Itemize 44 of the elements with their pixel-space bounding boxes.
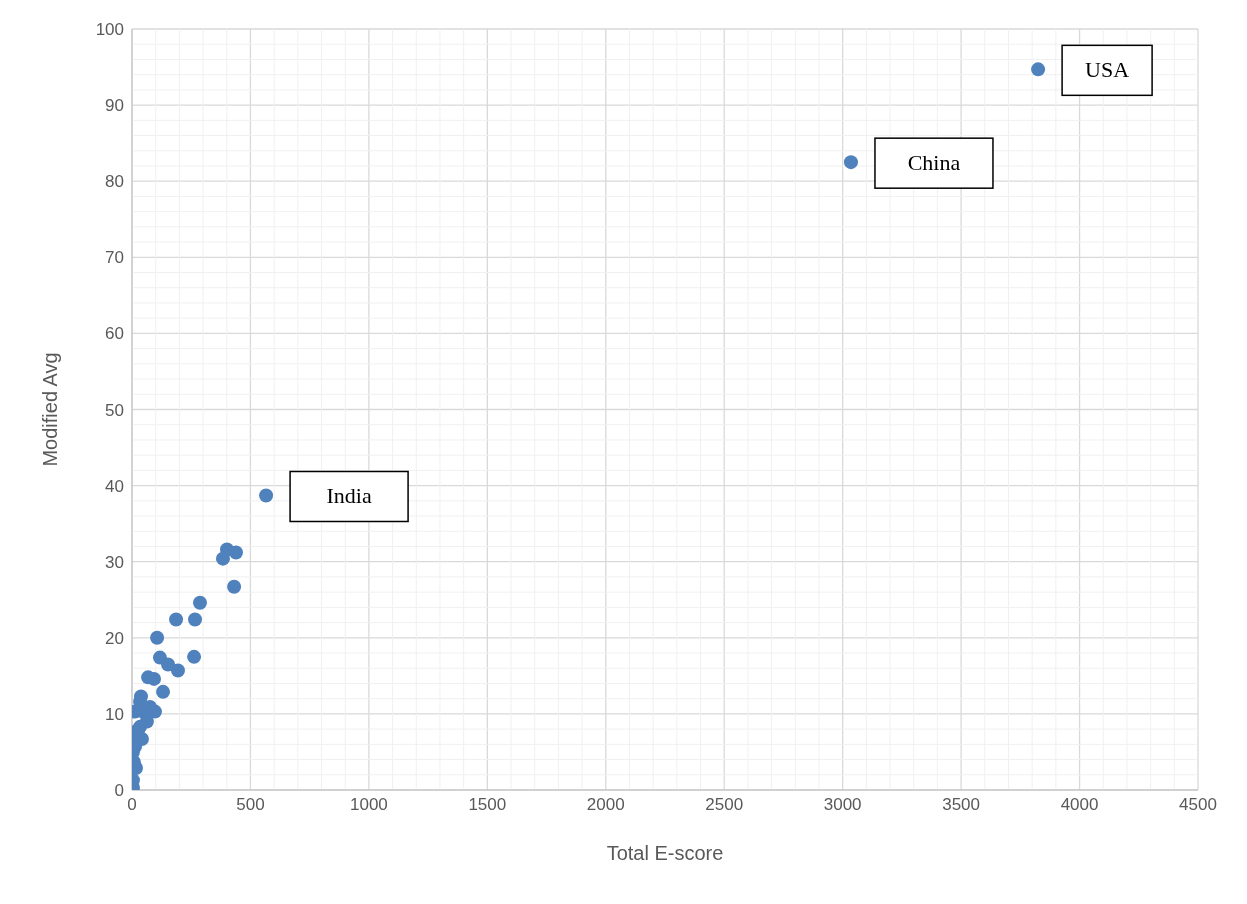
x-tick-label: 4000 — [1060, 795, 1099, 815]
x-tick-label: 500 — [236, 795, 265, 815]
point — [188, 612, 203, 627]
point — [156, 684, 171, 699]
x-tick-label: 0 — [127, 795, 137, 815]
y-tick-label: 0 — [114, 781, 124, 801]
x-tick-label: 2500 — [705, 795, 744, 815]
point — [192, 595, 207, 610]
point — [227, 579, 242, 594]
y-axis-title: Modified Avg — [39, 352, 62, 467]
x-tick-label: 4500 — [1179, 795, 1217, 815]
y-tick-label: 60 — [105, 324, 124, 344]
y-tick-label: 90 — [105, 96, 124, 116]
y-tick-label: 40 — [105, 476, 124, 496]
y-tick-label: 20 — [105, 628, 124, 648]
callout-box: USA — [1061, 44, 1153, 97]
point — [161, 657, 176, 672]
point — [150, 630, 165, 645]
point — [170, 663, 185, 678]
point — [843, 155, 858, 170]
point — [1031, 62, 1046, 77]
point — [215, 551, 230, 566]
x-tick-label: 3500 — [942, 795, 981, 815]
point — [169, 612, 184, 627]
y-tick-label: 50 — [105, 400, 124, 420]
callout-box: China — [874, 137, 994, 189]
y-tick-label: 70 — [105, 248, 124, 268]
point — [259, 488, 274, 503]
x-tick-label: 2000 — [586, 795, 625, 815]
annotation: India — [326, 483, 372, 509]
callout-box: India — [289, 470, 409, 523]
point — [147, 671, 162, 686]
x-axis-title: Total E-score — [606, 842, 724, 864]
y-tick-label: 10 — [105, 704, 124, 724]
x-tick-label: 1000 — [349, 795, 388, 815]
annotation: USA — [1085, 57, 1130, 83]
annotation: China — [907, 150, 961, 176]
x-tick-label: 3000 — [823, 795, 862, 815]
point — [228, 545, 243, 560]
point — [187, 649, 202, 664]
y-tick-label: 30 — [105, 552, 124, 572]
y-tick-label: 100 — [95, 20, 124, 40]
x-tick-label: 1500 — [468, 795, 507, 815]
y-tick-label: 80 — [105, 172, 124, 192]
